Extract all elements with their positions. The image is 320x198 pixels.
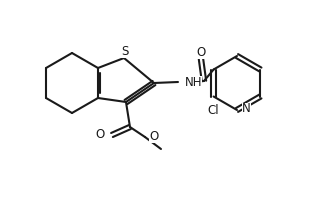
Text: O: O <box>149 129 158 143</box>
Text: N: N <box>242 103 251 115</box>
Text: Cl: Cl <box>208 104 220 116</box>
Text: O: O <box>196 46 206 58</box>
Text: S: S <box>121 45 129 57</box>
Text: O: O <box>96 129 105 142</box>
Text: NH: NH <box>185 75 203 89</box>
